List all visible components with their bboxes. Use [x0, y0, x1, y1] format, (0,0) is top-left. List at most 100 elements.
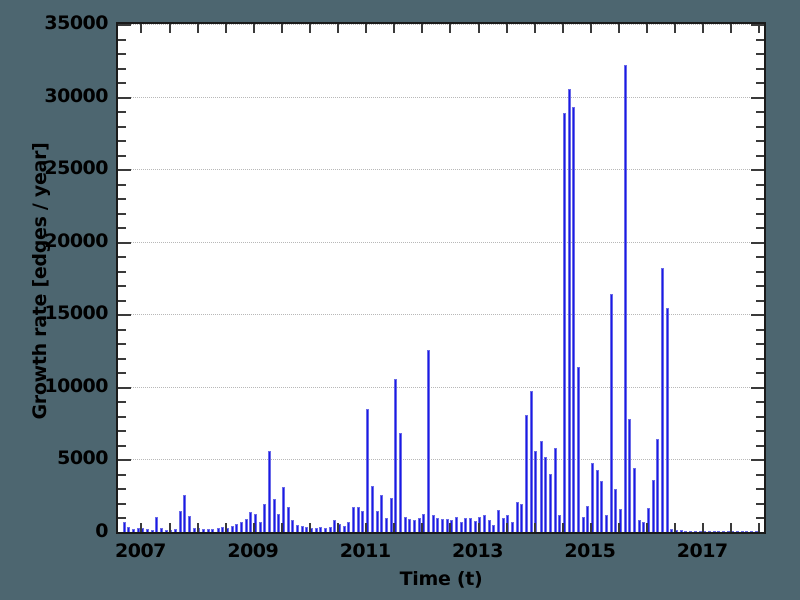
y-axis-minor-tick [118, 270, 126, 273]
y-axis-minor-tick [118, 444, 126, 447]
y-axis-minor-tick [118, 372, 126, 375]
bar [656, 439, 660, 532]
y-axis-major-tick [751, 241, 764, 244]
y-axis-tick-label: 0 [95, 520, 108, 542]
bar [230, 525, 234, 532]
bar [483, 515, 487, 532]
y-axis-minor-tick [118, 502, 126, 505]
bar [371, 485, 375, 532]
bar [436, 517, 440, 532]
y-axis-minor-tick [756, 444, 764, 447]
y-axis-minor-tick [118, 183, 126, 186]
y-axis-minor-tick [756, 372, 764, 375]
bar [614, 489, 618, 532]
x-axis-tick-label: 2011 [339, 540, 391, 562]
y-axis-minor-tick [118, 473, 126, 476]
bar [609, 293, 613, 532]
x-axis-tick [617, 24, 620, 33]
y-axis-major-tick [118, 314, 131, 317]
y-axis-minor-tick [756, 270, 764, 273]
y-axis-title: Growth rate [edges / year] [29, 142, 51, 420]
bar [441, 518, 445, 532]
bar [548, 473, 552, 532]
y-axis-major-tick [118, 532, 131, 534]
bar [694, 530, 698, 532]
x-axis-tick [702, 24, 705, 33]
bar [567, 89, 571, 532]
bar [520, 504, 524, 532]
x-axis-tick [140, 523, 143, 532]
y-axis-major-tick [751, 532, 764, 534]
y-axis-minor-tick [756, 67, 764, 70]
x-axis-tick [449, 523, 452, 532]
bar [726, 531, 730, 532]
bar [286, 507, 290, 532]
bar [413, 519, 417, 532]
y-axis-minor-tick [756, 415, 764, 418]
bar [445, 519, 449, 532]
x-axis-tick [168, 523, 171, 532]
bar [422, 513, 426, 532]
bar [328, 526, 332, 532]
bar [122, 521, 126, 532]
bar [562, 113, 566, 532]
bar [679, 530, 683, 532]
y-axis-minor-tick [756, 82, 764, 85]
y-axis-minor-tick [756, 38, 764, 41]
x-axis-tick [337, 523, 340, 532]
x-axis-title: Time (t) [399, 568, 483, 590]
x-axis-tick [646, 523, 649, 532]
bar [385, 517, 389, 532]
x-axis-tick [646, 24, 649, 33]
bar [253, 513, 257, 532]
x-axis-tick [365, 24, 368, 33]
x-axis-tick [533, 523, 536, 532]
bar [399, 432, 403, 532]
y-axis-minor-tick [756, 111, 764, 114]
bar [295, 525, 299, 532]
y-axis-minor-tick [118, 154, 126, 157]
y-axis-major-tick [118, 241, 131, 244]
y-axis-major-tick [118, 459, 131, 462]
x-axis-tick-label: 2013 [452, 540, 503, 562]
y-axis-minor-tick [118, 285, 126, 288]
bar [501, 518, 505, 532]
x-axis-tick [449, 24, 452, 33]
bar [351, 506, 355, 532]
y-axis-minor-tick [756, 183, 764, 186]
x-axis-tick [421, 523, 424, 532]
bar [623, 65, 627, 532]
y-axis-major-tick [751, 314, 764, 317]
x-axis-tick-label: 2009 [227, 540, 279, 562]
bar [469, 518, 473, 532]
x-axis-tick-label: 2015 [564, 540, 616, 562]
bar [375, 510, 379, 532]
bar [272, 498, 276, 532]
y-axis-minor-tick [756, 125, 764, 128]
y-axis-minor-tick [118, 140, 126, 143]
x-axis-tick [505, 24, 508, 33]
x-axis-tick [196, 523, 199, 532]
bar [595, 470, 599, 532]
bar [365, 408, 369, 532]
y-axis-minor-tick [118, 82, 126, 85]
y-axis-tick-label: 10000 [44, 374, 108, 397]
bar-series [118, 24, 764, 532]
bar [164, 529, 168, 532]
y-axis-tick-label: 20000 [44, 229, 108, 252]
y-axis-minor-tick [118, 415, 126, 418]
bar [722, 531, 726, 532]
bar [642, 521, 646, 532]
bar [277, 513, 281, 532]
bar [216, 527, 220, 532]
x-axis-tick [730, 523, 733, 532]
bar [244, 519, 248, 532]
x-axis-tick [280, 523, 283, 532]
bar [150, 529, 154, 532]
bar [618, 508, 622, 532]
y-axis-minor-tick [756, 473, 764, 476]
x-axis-tick [702, 523, 705, 532]
bar [740, 531, 744, 532]
x-axis-tick [280, 24, 283, 33]
